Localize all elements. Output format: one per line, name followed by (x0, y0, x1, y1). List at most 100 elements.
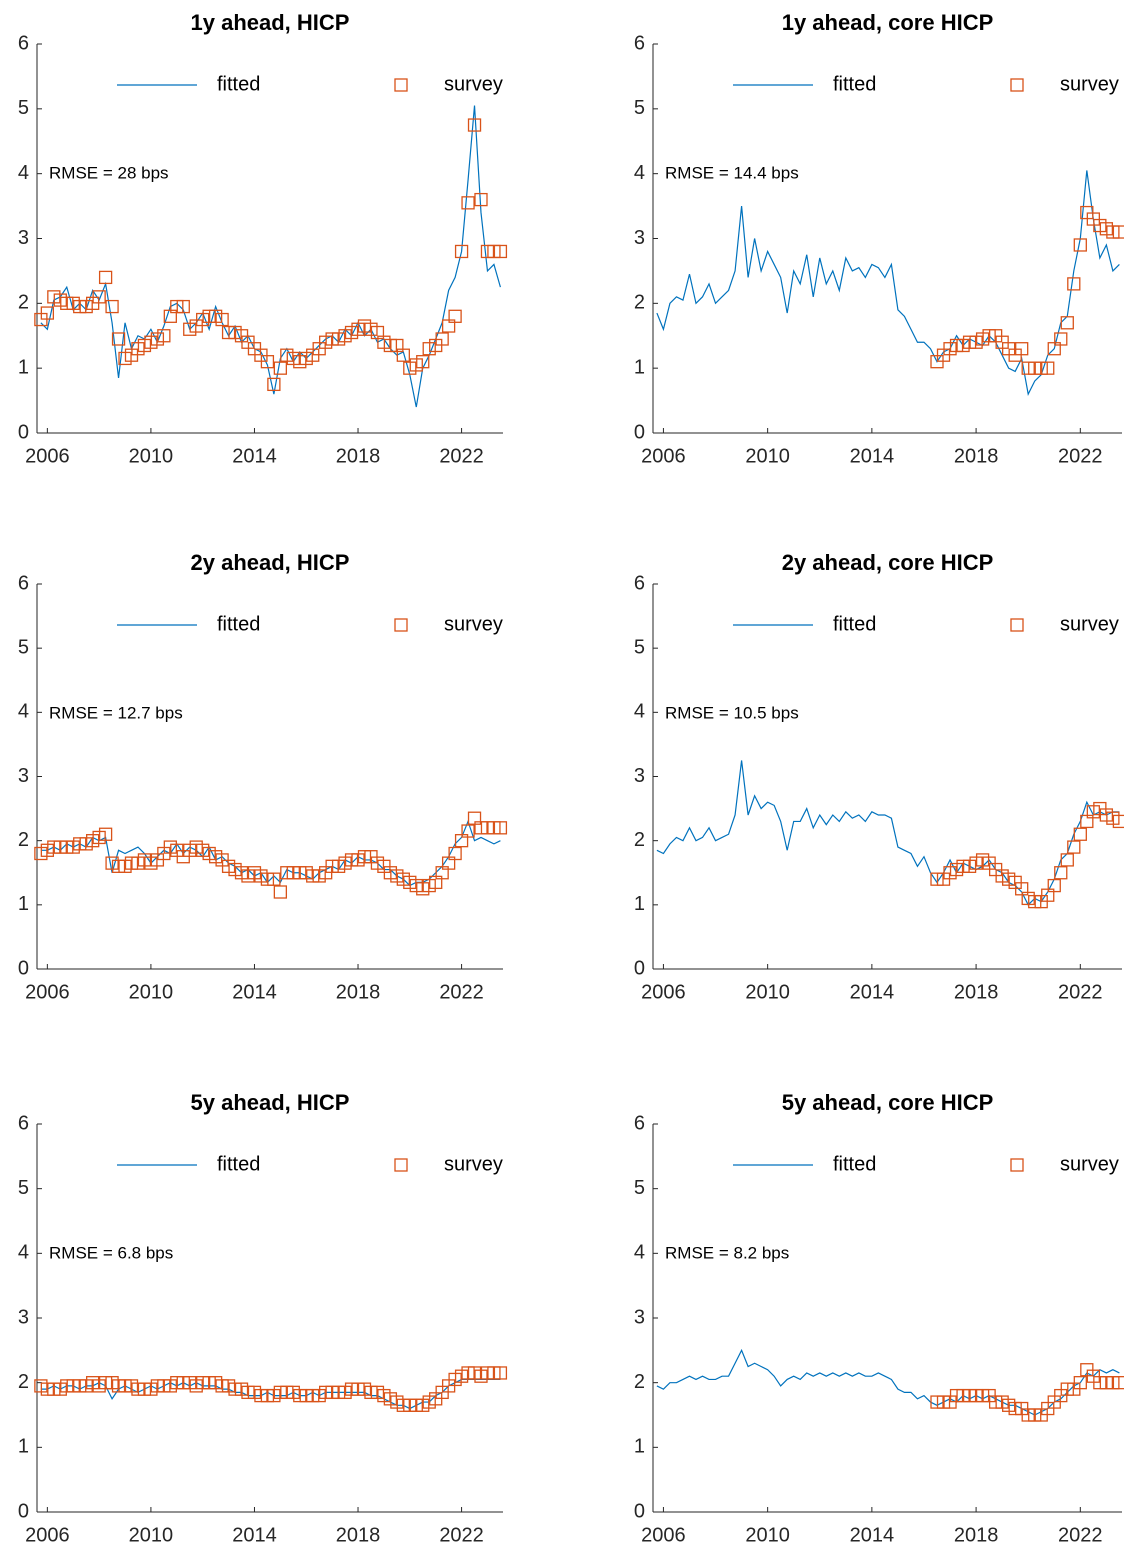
y-tick-label: 6 (18, 32, 29, 54)
y-tick-label: 3 (18, 765, 29, 787)
survey-marker (1060, 316, 1074, 330)
survey-marker (1047, 878, 1061, 893)
x-tick-label: 2010 (129, 445, 174, 467)
y-tick-label: 4 (18, 162, 29, 184)
x-tick-label: 2006 (25, 1524, 70, 1546)
x-tick-label: 2006 (25, 445, 70, 467)
y-tick-label: 4 (634, 1242, 645, 1264)
legend-label: fitted (833, 1153, 876, 1175)
survey-marker (454, 244, 469, 259)
survey-marker (474, 192, 488, 207)
fitted-line (40, 1378, 501, 1410)
y-tick-label: 6 (634, 572, 645, 594)
survey-marker (493, 821, 508, 835)
survey-marker (1067, 277, 1081, 291)
survey-marker (1112, 814, 1124, 829)
y-tick-label: 1 (18, 1436, 29, 1458)
legend-label: fitted (217, 1153, 260, 1175)
y-tick-label: 3 (634, 1306, 645, 1328)
survey-marker (1112, 1376, 1124, 1390)
survey-marker (416, 355, 430, 369)
survey-marker (267, 872, 281, 886)
y-tick-label: 5 (634, 97, 645, 119)
chart-title: 5y ahead, core HICP (782, 1090, 994, 1115)
y-tick-label: 3 (18, 1306, 29, 1328)
x-tick-label: 2014 (232, 1524, 277, 1546)
legend-label: survey (444, 1153, 503, 1175)
y-tick-label: 4 (634, 162, 645, 184)
survey-marker (1054, 332, 1068, 346)
legend-marker (394, 618, 408, 632)
y-tick-label: 1 (18, 356, 29, 378)
fitted-line (656, 1348, 1120, 1416)
chart-title: 5y ahead, HICP (191, 1090, 350, 1115)
survey-marker (92, 290, 106, 304)
x-tick-label: 2022 (1058, 981, 1103, 1003)
x-tick-label: 2022 (439, 1524, 484, 1546)
chart-title: 1y ahead, HICP (191, 10, 350, 35)
y-tick-label: 3 (634, 765, 645, 787)
survey-marker (461, 824, 475, 838)
x-tick-label: 2006 (641, 1524, 686, 1546)
survey-marker (448, 846, 462, 861)
x-tick-label: 2010 (745, 445, 790, 467)
legend-label: survey (444, 73, 503, 95)
y-tick-label: 1 (634, 893, 645, 915)
x-tick-label: 2006 (641, 981, 686, 1003)
chart-title: 1y ahead, core HICP (782, 10, 994, 35)
y-tick-label: 5 (18, 1177, 29, 1199)
x-tick-label: 2014 (232, 981, 277, 1003)
y-tick-label: 2 (634, 829, 645, 851)
x-tick-label: 2006 (25, 981, 70, 1003)
x-tick-label: 2010 (745, 1524, 790, 1546)
survey-marker (176, 299, 190, 314)
x-tick-label: 2010 (129, 1524, 174, 1546)
legend-marker (1010, 1158, 1024, 1172)
y-tick-label: 4 (634, 701, 645, 723)
fitted-line (656, 760, 1120, 906)
fitted-line (656, 170, 1120, 396)
survey-marker (1073, 238, 1087, 252)
y-tick-label: 5 (634, 636, 645, 658)
survey-marker (1073, 1376, 1087, 1390)
y-tick-label: 4 (18, 1242, 29, 1264)
y-tick-label: 5 (634, 1177, 645, 1199)
y-tick-label: 0 (18, 957, 29, 979)
x-tick-label: 2022 (439, 981, 484, 1003)
x-tick-label: 2018 (954, 1524, 999, 1546)
y-tick-label: 6 (18, 572, 29, 594)
legend-marker (1010, 618, 1024, 632)
x-tick-label: 2014 (850, 1524, 895, 1546)
chart-title: 2y ahead, core HICP (782, 550, 994, 575)
survey-marker (435, 332, 449, 346)
y-tick-label: 2 (634, 292, 645, 314)
y-tick-label: 3 (634, 227, 645, 249)
x-tick-label: 2018 (336, 981, 381, 1003)
survey-marker (1054, 866, 1068, 880)
legend-label: survey (1060, 73, 1119, 95)
survey-marker (467, 118, 482, 132)
survey-marker (1073, 827, 1087, 841)
survey-marker (1067, 840, 1081, 854)
y-tick-label: 3 (18, 227, 29, 249)
y-tick-label: 1 (634, 356, 645, 378)
legend-label: fitted (833, 613, 876, 635)
annotation: RMSE = 6.8 bps (49, 1243, 173, 1262)
survey-marker (1015, 342, 1029, 356)
chart-title: 2y ahead, HICP (191, 550, 350, 575)
y-tick-label: 4 (18, 701, 29, 723)
survey-marker (448, 309, 462, 323)
survey-marker (111, 332, 126, 346)
annotation: RMSE = 12.7 bps (49, 703, 183, 722)
x-tick-label: 2018 (954, 445, 999, 467)
y-tick-label: 0 (634, 957, 645, 979)
survey-marker (260, 355, 275, 369)
y-tick-label: 6 (18, 1112, 29, 1134)
legend-label: survey (1060, 613, 1119, 635)
survey-marker (98, 270, 113, 285)
annotation: RMSE = 10.5 bps (665, 703, 799, 722)
x-tick-label: 2022 (1058, 445, 1103, 467)
survey-marker (461, 196, 475, 210)
legend-marker (394, 1158, 408, 1172)
